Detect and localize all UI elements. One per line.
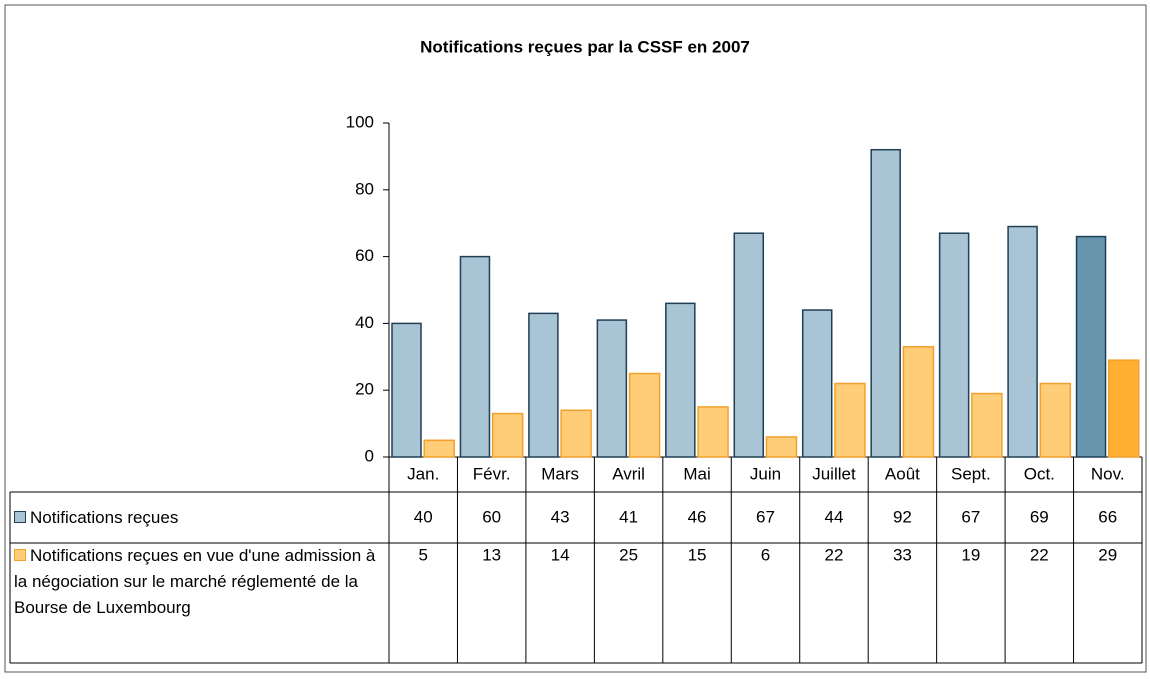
- table-value: 25: [619, 545, 638, 564]
- bar: [765, 436, 798, 458]
- x-tick-label: Oct.: [1024, 464, 1055, 483]
- bar: [459, 255, 491, 458]
- bar: [733, 232, 765, 458]
- table-value: 15: [688, 545, 707, 564]
- table-value: 41: [619, 507, 638, 526]
- table-value: 60: [482, 507, 501, 526]
- x-tick-label: Jan.: [407, 464, 439, 483]
- table-value: 92: [893, 507, 912, 526]
- legend-label: Notifications reçues: [30, 508, 179, 527]
- table-value: 44: [824, 507, 843, 526]
- x-tick-label: Mai: [683, 464, 710, 483]
- legend-item: Notifications reçues: [14, 505, 384, 531]
- legend-label: Notifications reçues en vue d'une admiss…: [14, 546, 376, 617]
- table-value: 22: [1030, 545, 1049, 564]
- y-tick-label: 0: [365, 446, 374, 465]
- table-value: 40: [414, 507, 433, 526]
- x-tick-label: Avril: [612, 464, 645, 483]
- bar: [423, 439, 455, 458]
- table-value: 6: [761, 545, 770, 564]
- x-tick-label: Nov.: [1091, 464, 1125, 483]
- legend-item: Notifications reçues en vue d'une admiss…: [14, 543, 384, 621]
- legend-swatch: [14, 549, 26, 561]
- table-value: 46: [688, 507, 707, 526]
- bar: [971, 392, 1003, 458]
- bar: [665, 302, 696, 458]
- y-tick-label: 80: [355, 179, 374, 198]
- frame: [4, 4, 1147, 673]
- y-tick-label: 100: [346, 112, 374, 131]
- bar: [391, 322, 422, 458]
- bar: [491, 412, 524, 458]
- table-value: 33: [893, 545, 912, 564]
- bar: [1108, 359, 1140, 458]
- table-value: 69: [1030, 507, 1049, 526]
- y-tick-label: 20: [355, 380, 374, 399]
- x-tick-label: Juin: [750, 464, 781, 483]
- x-tick-label: Juillet: [812, 464, 856, 483]
- x-tick-label: Août: [885, 464, 920, 483]
- bar: [1039, 382, 1072, 458]
- bar: [528, 312, 559, 458]
- bar: [596, 319, 628, 458]
- bar: [560, 409, 592, 458]
- table-value: 14: [551, 545, 570, 564]
- table-value: 43: [551, 507, 570, 526]
- x-tick-label: Sept.: [951, 464, 991, 483]
- chart-title: Notifications reçues par la CSSF en 2007: [420, 37, 750, 56]
- bar: [1007, 225, 1038, 458]
- y-tick-label: 60: [355, 246, 374, 265]
- x-tick-label: Févr.: [473, 464, 511, 483]
- table-value: 13: [482, 545, 501, 564]
- bar: [938, 232, 970, 458]
- table-value: 67: [961, 507, 980, 526]
- table-value: 19: [961, 545, 980, 564]
- bar: [628, 372, 661, 458]
- x-tick-label: Mars: [541, 464, 579, 483]
- bar: [801, 309, 833, 458]
- table-value: 29: [1098, 545, 1117, 564]
- legend-swatch: [14, 511, 26, 523]
- bar: [902, 346, 935, 458]
- bar: [834, 382, 866, 458]
- bar: [697, 406, 729, 458]
- y-tick-label: 40: [355, 313, 374, 332]
- bar: [1075, 235, 1107, 458]
- bar: [870, 148, 901, 458]
- table-value: 66: [1098, 507, 1117, 526]
- table-value: 22: [824, 545, 843, 564]
- table-value: 5: [418, 545, 427, 564]
- table-value: 67: [756, 507, 775, 526]
